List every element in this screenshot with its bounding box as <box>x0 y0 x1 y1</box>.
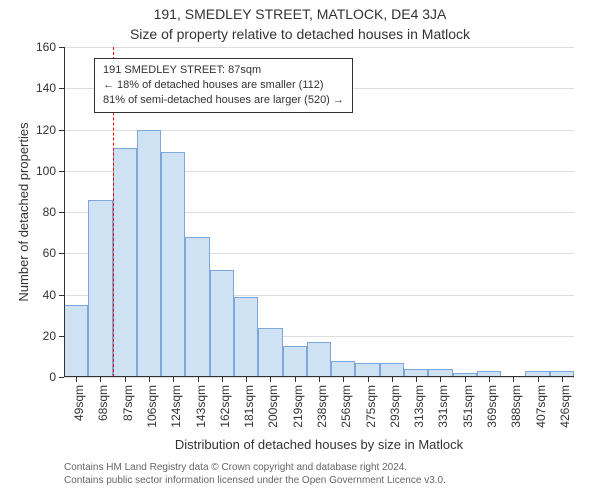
x-tick-mark <box>149 377 150 382</box>
y-tick-label: 60 <box>30 246 56 260</box>
x-tick-label: 313sqm <box>412 385 426 428</box>
x-tick-label: 331sqm <box>436 385 450 428</box>
x-tick-mark <box>270 377 271 382</box>
x-tick-label: 369sqm <box>485 385 499 428</box>
x-tick-mark <box>392 377 393 382</box>
x-tick-label: 407sqm <box>534 385 548 428</box>
histogram-bar <box>234 297 258 377</box>
y-tick-mark <box>59 377 64 378</box>
x-tick-mark <box>562 377 563 382</box>
x-tick-mark <box>198 377 199 382</box>
y-tick-label: 160 <box>30 40 56 54</box>
y-axis-title: Number of detached properties <box>16 47 31 377</box>
credits-line-2: Contains public sector information licen… <box>64 474 446 487</box>
x-tick-label: 388sqm <box>509 385 523 428</box>
y-tick-mark <box>59 212 64 213</box>
x-tick-label: 219sqm <box>291 385 305 428</box>
x-tick-mark <box>246 377 247 382</box>
y-tick-label: 120 <box>30 123 56 137</box>
y-tick-mark <box>59 88 64 89</box>
x-tick-label: 256sqm <box>339 385 353 428</box>
x-tick-mark <box>100 377 101 382</box>
x-tick-mark <box>125 377 126 382</box>
chart-supertitle: 191, SMEDLEY STREET, MATLOCK, DE4 3JA <box>0 6 600 22</box>
histogram-bar <box>331 361 355 378</box>
y-tick-mark <box>59 295 64 296</box>
x-tick-label: 162sqm <box>218 385 232 428</box>
y-tick-label: 20 <box>30 329 56 343</box>
x-tick-mark <box>173 377 174 382</box>
y-tick-mark <box>59 336 64 337</box>
y-tick-mark <box>59 47 64 48</box>
x-tick-mark <box>319 377 320 382</box>
x-tick-mark <box>513 377 514 382</box>
histogram-bar <box>210 270 234 377</box>
x-tick-mark <box>368 377 369 382</box>
y-tick-label: 80 <box>30 205 56 219</box>
x-tick-mark <box>76 377 77 382</box>
y-tick-mark <box>59 253 64 254</box>
histogram-bar <box>137 130 161 378</box>
x-tick-label: 87sqm <box>121 385 135 421</box>
x-tick-label: 106sqm <box>145 385 159 428</box>
histogram-bar <box>185 237 209 377</box>
x-tick-label: 143sqm <box>194 385 208 428</box>
histogram-bar <box>88 200 112 377</box>
histogram-bar <box>64 305 88 377</box>
x-tick-mark <box>489 377 490 382</box>
y-axis-line <box>64 47 65 377</box>
x-tick-mark <box>440 377 441 382</box>
histogram-bar <box>258 328 282 378</box>
legend-line-1: 191 SMEDLEY STREET: 87sqm <box>103 63 344 78</box>
x-tick-label: 181sqm <box>242 385 256 428</box>
x-tick-label: 200sqm <box>266 385 280 428</box>
y-tick-mark <box>59 171 64 172</box>
x-tick-label: 124sqm <box>169 385 183 428</box>
y-tick-label: 100 <box>30 164 56 178</box>
y-tick-mark <box>59 130 64 131</box>
legend-line-3: 81% of semi-detached houses are larger (… <box>103 93 344 108</box>
credits: Contains HM Land Registry data © Crown c… <box>64 461 446 487</box>
x-tick-label: 275sqm <box>364 385 378 428</box>
y-gridline <box>64 47 574 48</box>
y-tick-label: 40 <box>30 288 56 302</box>
histogram-bar <box>307 342 331 377</box>
credits-line-1: Contains HM Land Registry data © Crown c… <box>64 461 446 474</box>
histogram-bar <box>113 148 137 377</box>
x-tick-mark <box>343 377 344 382</box>
x-tick-label: 238sqm <box>315 385 329 428</box>
legend-line-2: ← 18% of detached houses are smaller (11… <box>103 78 344 93</box>
x-tick-mark <box>465 377 466 382</box>
legend: 191 SMEDLEY STREET: 87sqm ← 18% of detac… <box>94 58 353 113</box>
x-tick-mark <box>295 377 296 382</box>
x-tick-label: 49sqm <box>72 385 86 421</box>
x-tick-label: 293sqm <box>388 385 402 428</box>
histogram-bar <box>161 152 185 377</box>
x-axis-title: Distribution of detached houses by size … <box>64 437 574 452</box>
chart-title: Size of property relative to detached ho… <box>0 26 600 42</box>
y-tick-label: 0 <box>30 370 56 384</box>
histogram-bar <box>355 363 379 377</box>
y-tick-label: 140 <box>30 81 56 95</box>
x-tick-label: 351sqm <box>461 385 475 428</box>
x-tick-label: 426sqm <box>558 385 572 428</box>
x-tick-mark <box>538 377 539 382</box>
x-tick-mark <box>416 377 417 382</box>
histogram-bar <box>380 363 404 377</box>
histogram-bar <box>283 346 307 377</box>
x-tick-mark <box>222 377 223 382</box>
x-tick-label: 68sqm <box>96 385 110 421</box>
